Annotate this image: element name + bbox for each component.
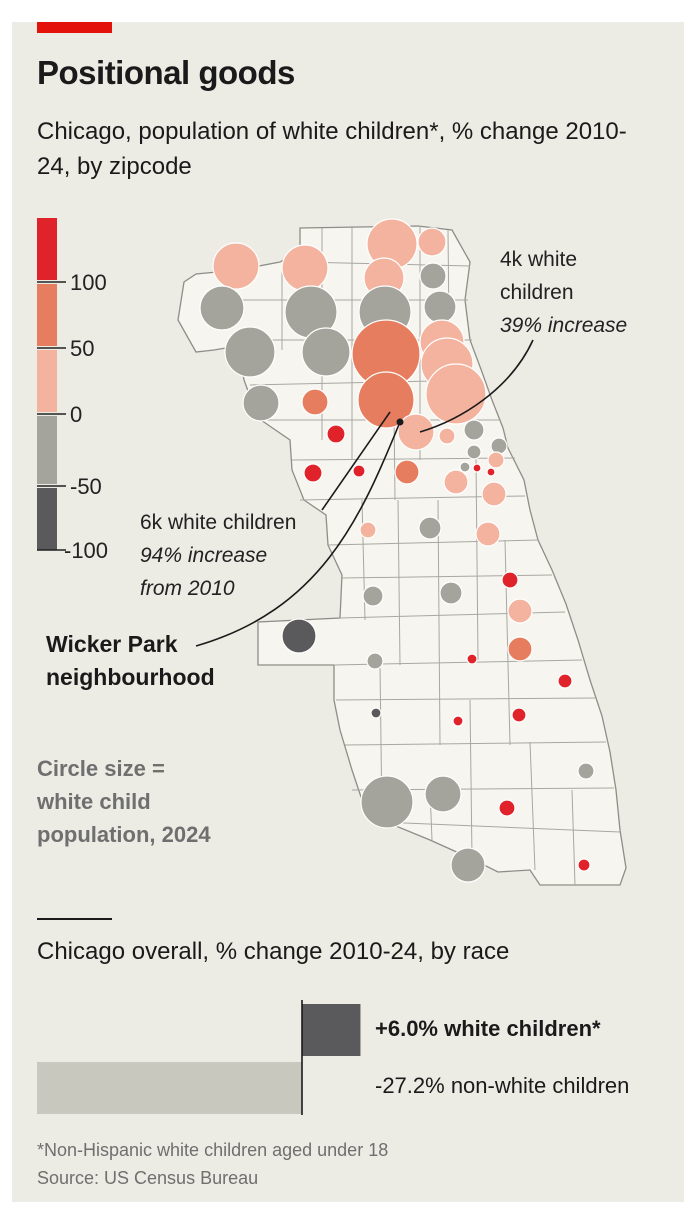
annotation-north: 4k white children 39% increase: [500, 243, 627, 342]
zip-circle: [301, 327, 351, 377]
legend-swatch-high: [37, 218, 57, 280]
bar-label-white: +6.0% white children*: [375, 1016, 601, 1041]
zip-circle: [463, 419, 485, 441]
leader-north: [419, 339, 534, 433]
legend-swatch-decline: [37, 416, 57, 484]
bar-non-white-children: [37, 1062, 302, 1114]
zip-circle: [466, 444, 482, 460]
annotation-north-line2: children: [500, 281, 574, 304]
legend-tick-minus-100: -100: [64, 538, 108, 563]
legend-swatch-mid-high: [37, 284, 57, 346]
race-bar-chart: [37, 1000, 361, 1115]
leader-lines: [195, 339, 534, 647]
zip-circle: [352, 464, 366, 478]
size-note-line3: population, 2024: [37, 822, 211, 847]
annotation-north-line1: 4k white: [500, 248, 578, 271]
zip-circle: [450, 847, 486, 883]
annotation-west-line1: 6k white children: [140, 511, 297, 534]
zip-circle: [438, 427, 456, 445]
color-legend: 100 50 0 -50 -100: [37, 218, 108, 563]
zip-circle: [501, 571, 519, 589]
bar-white-children: [302, 1004, 361, 1056]
legend-swatch-low: [37, 350, 57, 412]
zip-circle: [360, 775, 414, 829]
brand-bar: [37, 22, 112, 33]
zip-circle: [326, 424, 346, 444]
annotation-wicker-park: Wicker Park neighbourhood: [46, 628, 215, 694]
zip-circle: [466, 653, 478, 665]
legend-tick-0: 0: [70, 402, 82, 427]
source-note: Source: US Census Bureau: [37, 1168, 259, 1188]
leader-wicker: [195, 421, 401, 647]
zip-circle: [511, 707, 527, 723]
zip-circle: [498, 799, 516, 817]
zip-circle: [443, 469, 469, 495]
legend-tick-minus-50: -50: [70, 474, 102, 499]
wicker-line2: neighbourhood: [46, 664, 215, 690]
zip-circle: [362, 585, 384, 607]
zipcode-circles: [199, 218, 595, 883]
zip-circle: [301, 388, 329, 416]
annotation-north-increase: 39% increase: [500, 314, 628, 337]
zip-circle: [281, 618, 317, 654]
chart-subtitle: Chicago, population of white children*, …: [37, 118, 627, 180]
zip-circle: [424, 775, 462, 813]
zip-circle: [370, 707, 382, 719]
annotation-west-increase: 94% increase: [140, 544, 268, 567]
zip-circle: [475, 521, 501, 547]
zip-circle: [394, 459, 420, 485]
zip-circle: [439, 581, 463, 605]
size-legend-note: Circle size = white child population, 20…: [37, 752, 211, 851]
zip-circle: [242, 384, 280, 422]
zip-circle: [486, 467, 496, 477]
zip-circle: [452, 715, 464, 727]
zip-circle: [577, 762, 595, 780]
chart-title: Positional goods: [37, 54, 295, 91]
zip-circle: [557, 673, 573, 689]
legend-swatch-strong-decline: [37, 488, 57, 550]
zip-circle: [425, 363, 487, 425]
footnote: *Non-Hispanic white children aged under …: [37, 1140, 389, 1160]
bar-chart-title: Chicago overall, % change 2010-24, by ra…: [37, 938, 510, 965]
zip-circle: [303, 463, 323, 483]
zip-circle: [507, 598, 533, 624]
zip-circle: [423, 290, 457, 324]
section-rule: [37, 918, 112, 920]
zip-circle: [577, 858, 591, 872]
zip-circle: [359, 521, 377, 539]
annotation-west-from: from 2010: [140, 577, 235, 600]
legend-tick-100: 100: [70, 270, 107, 295]
annotation-west: 6k white children 94% increase from 2010: [140, 506, 296, 605]
zip-circle: [459, 461, 471, 473]
leader-west: [321, 411, 391, 511]
zip-circle: [490, 437, 508, 455]
zip-circle: [472, 463, 482, 473]
zip-circle: [419, 262, 447, 290]
zip-circle: [507, 636, 533, 662]
wicker-park-marker: [396, 418, 404, 426]
zip-circle: [481, 481, 507, 507]
zip-circle: [224, 326, 276, 378]
footer: *Non-Hispanic white children aged under …: [37, 1136, 388, 1192]
zip-circle: [366, 652, 384, 670]
zip-circle: [281, 244, 329, 292]
wicker-line1: Wicker Park: [46, 631, 178, 657]
zip-circle: [487, 451, 505, 469]
zip-circle: [199, 285, 245, 331]
zip-circle: [418, 516, 442, 540]
zip-circle-north-annotated: [397, 413, 435, 451]
zip-circle: [212, 242, 260, 290]
zip-circle: [417, 227, 447, 257]
zip-circle-west-annotated: [357, 371, 415, 429]
size-note-line2: white child: [37, 789, 151, 814]
bar-label-non-white: -27.2% non-white children: [375, 1073, 630, 1098]
legend-tick-50: 50: [70, 336, 94, 361]
size-note-line1: Circle size =: [37, 756, 165, 781]
